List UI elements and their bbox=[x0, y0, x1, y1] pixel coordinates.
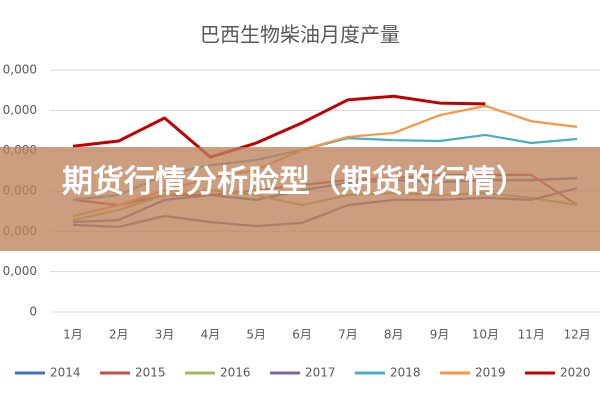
x-tick-label: 5月 bbox=[246, 328, 266, 342]
legend-label: 2016 bbox=[220, 366, 251, 380]
y-tick-label: 0,000 bbox=[3, 103, 37, 117]
banner-text: 期货行情分析脸型（期货的行情） bbox=[62, 164, 527, 200]
x-tick-label: 7月 bbox=[338, 328, 358, 342]
x-tick-label: 1月 bbox=[63, 328, 83, 342]
chart-title: 巴西生物柴油月度产量 bbox=[200, 23, 400, 47]
x-tick-label: 12月 bbox=[563, 328, 590, 342]
x-tick-label: 8月 bbox=[384, 328, 404, 342]
x-tick-label: 9月 bbox=[430, 328, 450, 342]
x-tick-label: 10月 bbox=[472, 328, 499, 342]
y-tick-label: 0,000 bbox=[3, 264, 37, 278]
x-tick-label: 11月 bbox=[518, 328, 545, 342]
legend-label: 2017 bbox=[305, 366, 336, 380]
legend-label: 2020 bbox=[560, 366, 591, 380]
y-tick-label: 0 bbox=[29, 305, 37, 319]
legend-label: 2018 bbox=[390, 366, 421, 380]
legend-label: 2015 bbox=[135, 366, 166, 380]
legend-label: 2014 bbox=[50, 366, 81, 380]
x-tick-label: 6月 bbox=[292, 328, 312, 342]
banner: 期货行情分析脸型（期货的行情） bbox=[0, 147, 600, 251]
series-line bbox=[72, 94, 486, 159]
x-tick-label: 3月 bbox=[155, 328, 175, 342]
y-tick-label: 0,000 bbox=[3, 63, 37, 77]
legend-label: 2019 bbox=[475, 366, 506, 380]
x-tick-label: 4月 bbox=[201, 328, 221, 342]
x-tick-label: 2月 bbox=[109, 328, 129, 342]
